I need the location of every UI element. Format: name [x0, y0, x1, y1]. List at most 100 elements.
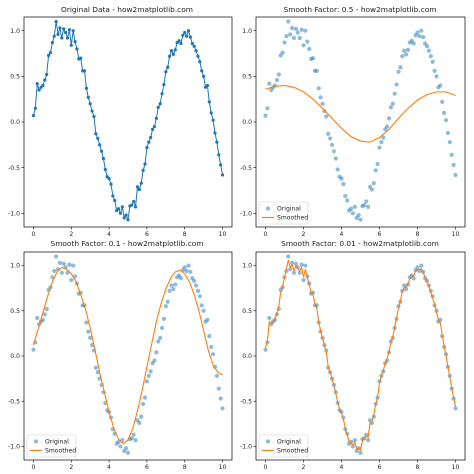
- data-point: [415, 30, 420, 35]
- data-point: [390, 101, 395, 106]
- data-point: [182, 265, 187, 270]
- y-tick-label: -1.0: [8, 444, 20, 451]
- data-point: [169, 283, 174, 288]
- legend-box: [258, 434, 309, 458]
- data-point: [48, 51, 53, 55]
- data-point: [218, 396, 223, 401]
- data-point: [141, 401, 146, 407]
- data-point: [31, 114, 36, 118]
- data-point: [103, 167, 107, 172]
- axes-frame: [255, 251, 466, 461]
- data-point: [133, 205, 138, 209]
- data-point: [386, 116, 392, 121]
- data-point: [402, 48, 407, 53]
- data-point: [411, 41, 416, 46]
- data-point: [432, 68, 437, 73]
- data-point: [88, 335, 93, 341]
- data-point: [60, 36, 64, 40]
- x-tick-label: 6: [378, 231, 382, 238]
- data-point: [46, 53, 51, 57]
- data-point: [143, 162, 147, 166]
- data-point: [169, 49, 174, 53]
- data-point: [286, 19, 291, 24]
- data-point: [179, 41, 183, 46]
- data-point: [31, 347, 36, 352]
- data-point: [158, 102, 162, 106]
- data-point: [52, 34, 56, 38]
- data-point: [93, 365, 98, 370]
- data-point: [64, 30, 68, 35]
- subplot-3: Smooth Factor: 0.1 - how2matplotlib.com …: [8, 239, 233, 471]
- series-smoothed: [32, 266, 223, 445]
- y-tick-label: 0.0: [242, 119, 252, 126]
- data-point: [303, 28, 308, 33]
- data-point: [71, 263, 76, 268]
- data-point: [428, 54, 433, 59]
- data-point: [200, 69, 204, 73]
- data-point: [158, 335, 163, 341]
- x-tick-label: 4: [340, 464, 344, 471]
- data-point: [295, 30, 300, 35]
- x-tick-label: 0: [264, 231, 268, 238]
- legend: Original Smoothed: [26, 434, 77, 458]
- data-point: [149, 135, 153, 140]
- data-point: [303, 263, 308, 268]
- data-point: [274, 77, 279, 83]
- data-point: [197, 294, 202, 299]
- data-point: [133, 438, 138, 443]
- data-point: [67, 28, 71, 32]
- data-point: [69, 277, 74, 283]
- x-tick-label: 0: [32, 464, 36, 471]
- data-point: [86, 95, 90, 99]
- data-point: [419, 28, 424, 33]
- legend-box: [258, 201, 309, 225]
- data-point: [348, 439, 354, 445]
- data-point: [377, 145, 382, 150]
- subplot-1: Original Data - how2matplotlib.com 0 2 4 6 8…: [8, 5, 233, 238]
- data-point: [84, 86, 88, 90]
- data-point: [156, 105, 160, 109]
- data-point: [95, 370, 100, 375]
- data-point: [430, 59, 435, 64]
- data-point: [358, 450, 363, 455]
- x-tick-label: 2: [302, 231, 306, 238]
- y-tick-label: 0.5: [10, 308, 20, 315]
- legend-box: [26, 434, 77, 458]
- data-point: [142, 395, 148, 400]
- subplot-4: Smooth Factor: 0.01 - how2matplotlib.com…: [240, 239, 466, 471]
- subplot-title: Smooth Factor: 0.1 - how2matplotlib.com: [51, 239, 204, 248]
- x-tick-label: 2: [69, 464, 73, 471]
- data-point: [333, 156, 338, 161]
- data-point: [161, 316, 167, 322]
- data-point: [209, 111, 213, 115]
- data-point: [364, 432, 369, 437]
- data-point: [62, 27, 66, 31]
- data-point: [201, 308, 206, 313]
- data-point: [205, 317, 210, 322]
- data-point: [137, 187, 141, 192]
- data-point: [171, 286, 176, 292]
- y-tick-label: -0.5: [240, 398, 252, 405]
- data-point: [352, 438, 357, 443]
- data-point: [69, 43, 73, 47]
- data-point: [290, 260, 295, 265]
- data-point: [288, 32, 293, 37]
- data-point: [109, 182, 113, 186]
- data-point: [219, 163, 223, 167]
- legend: Original Smoothed: [258, 201, 309, 225]
- data-point: [65, 36, 70, 40]
- axes-frame: [255, 16, 466, 228]
- data-point: [263, 113, 268, 118]
- data-point: [173, 48, 177, 52]
- data-point: [288, 267, 293, 272]
- data-point: [297, 270, 302, 275]
- data-point: [318, 95, 323, 100]
- data-point: [98, 143, 102, 147]
- data-point: [44, 306, 49, 312]
- y-tick-label: 0.0: [10, 119, 20, 126]
- data-point: [216, 386, 221, 391]
- data-point: [154, 116, 158, 120]
- data-point: [220, 406, 225, 411]
- data-point: [375, 161, 380, 167]
